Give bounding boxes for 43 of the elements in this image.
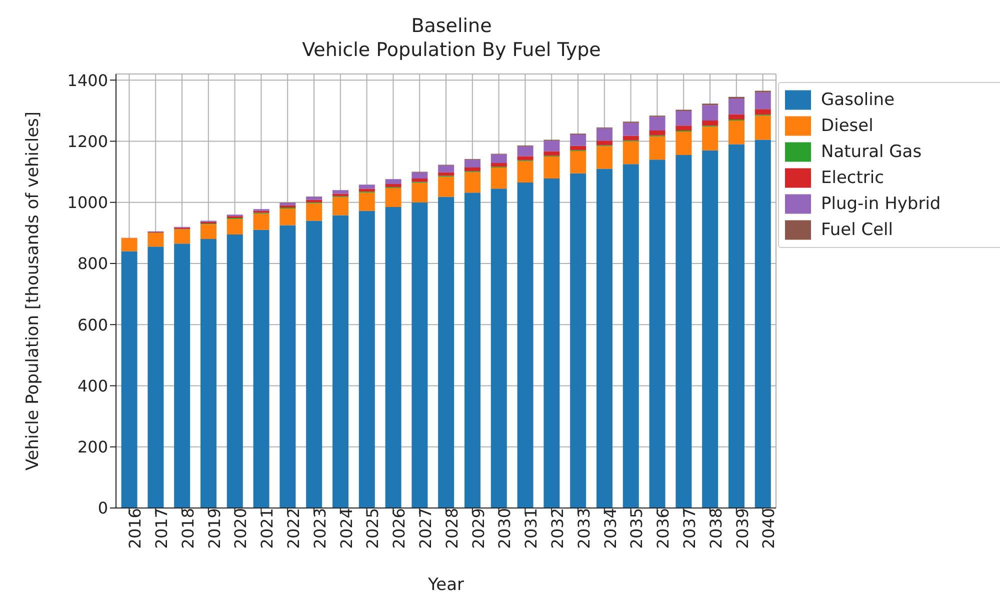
legend-label: Fuel Cell bbox=[821, 220, 893, 240]
x-tick-label: 2019 bbox=[204, 508, 224, 549]
y-tick-label: 800 bbox=[77, 254, 108, 274]
x-tick-label: 2023 bbox=[310, 508, 330, 549]
x-tick-label: 2030 bbox=[495, 508, 514, 549]
x-tick-label: 2016 bbox=[126, 508, 145, 549]
x-tick-label: 2027 bbox=[416, 508, 435, 549]
x-tick-label: 2018 bbox=[178, 508, 198, 549]
y-tick-label: 600 bbox=[77, 315, 108, 334]
x-tick-label: 2037 bbox=[680, 508, 699, 549]
x-tick-label: 2035 bbox=[627, 508, 646, 549]
x-tick-label: 2022 bbox=[284, 508, 303, 549]
y-tick-label: 1200 bbox=[67, 132, 108, 151]
x-tick-label: 2028 bbox=[442, 508, 462, 549]
x-tick-label: 2025 bbox=[363, 508, 382, 549]
legend-label: Natural Gas bbox=[821, 142, 922, 162]
x-tick-label: 2038 bbox=[706, 508, 726, 549]
x-tick-label: 2029 bbox=[468, 508, 488, 549]
x-tick-label: 2017 bbox=[152, 508, 171, 549]
y-tick-label: 200 bbox=[77, 438, 108, 457]
y-axis-title: Vehicle Population [thousands of vehicles] bbox=[23, 111, 44, 471]
x-tick-label: 2020 bbox=[231, 508, 250, 549]
legend-label: Diesel bbox=[821, 116, 874, 136]
x-tick-label: 2039 bbox=[732, 508, 752, 549]
x-tick-label: 2033 bbox=[574, 508, 594, 549]
x-tick-label: 2036 bbox=[654, 508, 673, 549]
y-tick-label: 0 bbox=[98, 498, 108, 518]
x-axis-title: Year bbox=[427, 575, 464, 595]
chart-title: Baseline bbox=[410, 14, 493, 38]
legend-label: Gasoline bbox=[821, 90, 895, 110]
x-tick-label: 2024 bbox=[336, 508, 356, 549]
chart-subtitle: Vehicle Population By Fuel Type bbox=[301, 38, 602, 62]
x-tick-label: 2031 bbox=[522, 508, 541, 549]
y-tick-label: 400 bbox=[77, 376, 108, 396]
x-tick-label: 2034 bbox=[600, 508, 620, 549]
x-tick-label: 2021 bbox=[258, 508, 277, 549]
legend-label: Electric bbox=[821, 168, 884, 188]
x-tick-label: 2040 bbox=[759, 508, 778, 549]
legend-label: Plug-in Hybrid bbox=[821, 194, 941, 214]
x-tick-label: 2032 bbox=[548, 508, 567, 549]
x-tick-label: 2026 bbox=[390, 508, 409, 549]
y-tick-label: 1400 bbox=[67, 70, 108, 90]
y-tick-label: 1000 bbox=[67, 193, 108, 212]
